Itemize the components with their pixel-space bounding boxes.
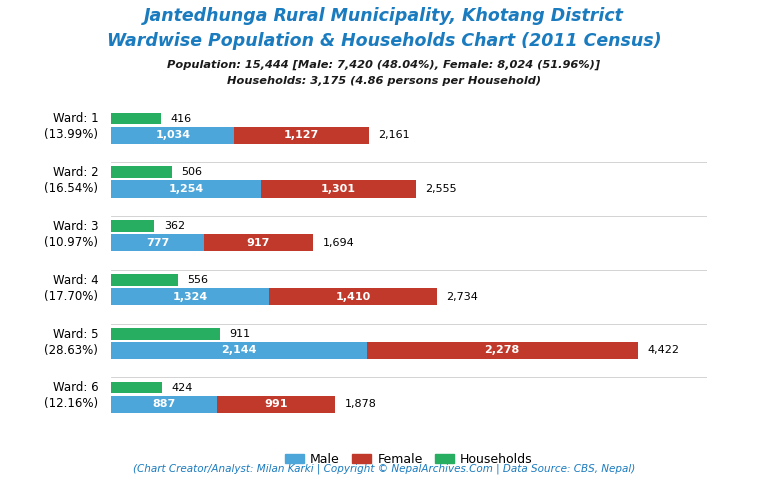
Bar (204, 234, 313, 251)
Text: Wardwise Population & Households Chart (2011 Census): Wardwise Population & Households Chart (… (107, 32, 661, 50)
Bar (111, 274, 177, 286)
Text: Households: 3,175 (4.86 persons per Household): Households: 3,175 (4.86 persons per Hous… (227, 76, 541, 86)
Bar (111, 220, 154, 232)
Bar (111, 342, 366, 359)
Text: 1,301: 1,301 (320, 184, 356, 194)
Text: 2,734: 2,734 (446, 292, 478, 302)
Text: 917: 917 (247, 238, 270, 248)
Text: 1,324: 1,324 (173, 292, 208, 302)
Bar (111, 167, 171, 178)
Text: Population: 15,444 [Male: 7,420 (48.04%), Female: 8,024 (51.96%)]: Population: 15,444 [Male: 7,420 (48.04%)… (167, 60, 601, 70)
Text: 2,278: 2,278 (485, 346, 520, 355)
Text: 424: 424 (171, 383, 193, 392)
Bar (111, 382, 162, 393)
Text: 1,410: 1,410 (336, 292, 370, 302)
Bar (111, 112, 161, 124)
Legend: Male, Female, Households: Male, Female, Households (280, 448, 538, 471)
Text: 991: 991 (264, 399, 288, 409)
Text: 4,422: 4,422 (647, 346, 679, 355)
Text: 1,127: 1,127 (284, 130, 319, 140)
Bar (234, 127, 369, 144)
Text: 2,555: 2,555 (425, 184, 457, 194)
Text: (Chart Creator/Analyst: Milan Karki | Copyright © NepalArchives.Com | Data Sourc: (Chart Creator/Analyst: Milan Karki | Co… (133, 464, 635, 474)
Text: 1,694: 1,694 (323, 238, 354, 248)
Text: Jantedhunga Rural Municipality, Khotang District: Jantedhunga Rural Municipality, Khotang … (144, 7, 624, 26)
Bar (111, 127, 234, 144)
Bar (111, 288, 269, 305)
Bar (111, 396, 217, 413)
Text: 887: 887 (153, 399, 176, 409)
Text: 911: 911 (230, 329, 250, 339)
Text: 2,144: 2,144 (221, 346, 257, 355)
Text: 362: 362 (164, 221, 185, 231)
Bar (217, 396, 335, 413)
Text: 777: 777 (146, 238, 169, 248)
Text: 1,254: 1,254 (168, 184, 204, 194)
Text: 1,034: 1,034 (155, 130, 190, 140)
Bar (260, 180, 415, 198)
Text: 416: 416 (170, 113, 191, 124)
Bar (269, 288, 437, 305)
Text: 1,878: 1,878 (344, 399, 376, 409)
Bar (111, 234, 204, 251)
Text: 2,161: 2,161 (378, 130, 410, 140)
Bar (111, 180, 260, 198)
Bar (111, 328, 220, 340)
Text: 506: 506 (181, 167, 202, 177)
Bar (366, 342, 637, 359)
Text: 556: 556 (187, 275, 208, 285)
